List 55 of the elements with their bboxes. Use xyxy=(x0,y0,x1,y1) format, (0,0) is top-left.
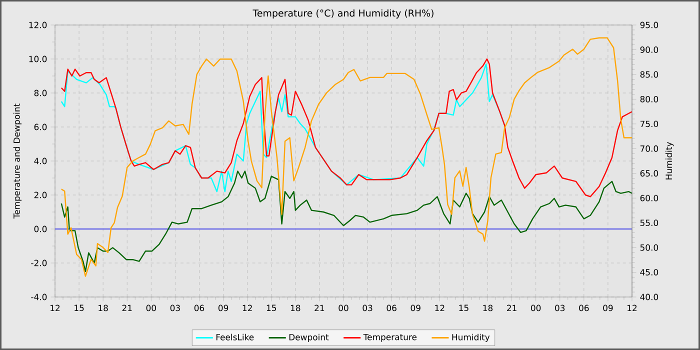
line-series xyxy=(60,170,632,272)
x-tick-label: 15 xyxy=(74,304,84,312)
y2-tick-label: 50.0 xyxy=(640,244,658,251)
x-tick-label: 12 xyxy=(242,304,252,312)
y-tick-label: 2.0 xyxy=(34,192,47,198)
y-tick-label: 6.0 xyxy=(34,124,47,130)
x-tick-label: 03 xyxy=(555,304,565,312)
y2-tick-label: 40.0 xyxy=(640,294,658,300)
y-tick-label: -4.0 xyxy=(31,294,47,300)
x-tick-label: 06 xyxy=(579,304,589,312)
y-tick-label: 4.0 xyxy=(34,158,47,164)
x-tick-label: 00 xyxy=(146,304,156,312)
x-tick-label: 18 xyxy=(98,304,108,312)
legend-label: Dewpoint xyxy=(289,334,329,342)
x-tick-label: 18 xyxy=(483,304,493,312)
y2-tick-label: 60.0 xyxy=(640,194,658,202)
x-tick-label: 12 xyxy=(628,304,637,312)
x-tick-label: 09 xyxy=(603,304,613,312)
x-tick-label: 21 xyxy=(507,304,516,312)
y-axis-title: Temperature and Dewpoint xyxy=(13,104,22,219)
legend-label: Temperature xyxy=(363,334,417,342)
x-tick-label: 21 xyxy=(314,304,324,312)
x-tick-label: 18 xyxy=(290,304,300,312)
y2-axis-title: Humidity xyxy=(665,142,674,180)
y-tick-label: 8.0 xyxy=(34,90,47,96)
x-tick-label: 12 xyxy=(50,304,60,312)
legend-label: Humidity xyxy=(452,334,490,342)
x-tick-label: 09 xyxy=(410,304,420,312)
x-tick-label: 15 xyxy=(266,304,276,312)
y2-tick-label: 75.0 xyxy=(640,120,658,128)
y-tick-label: 10.0 xyxy=(29,56,47,62)
x-tick-label: 03 xyxy=(362,304,372,312)
y-tick-label: 0.0 xyxy=(34,226,47,232)
y2-tick-label: 95.0 xyxy=(640,22,658,28)
x-tick-label: 09 xyxy=(218,304,228,312)
y2-tick-label: 80.0 xyxy=(640,96,658,102)
x-tick-label: 00 xyxy=(531,304,541,312)
y-tick-label: 12.0 xyxy=(29,22,47,28)
y2-tick-label: 45.0 xyxy=(640,269,658,276)
y2-tick-label: 90.0 xyxy=(640,46,658,53)
y-tick-label: -2.0 xyxy=(31,260,47,266)
x-tick-label: 00 xyxy=(338,304,348,312)
x-tick-label: 06 xyxy=(386,304,396,312)
x-tick-label: 21 xyxy=(122,304,132,312)
x-tick-label: 12 xyxy=(435,304,444,312)
x-tick-label: 06 xyxy=(194,304,204,312)
chart-title: Temperature (°C) and Humidity (RH%) xyxy=(252,9,434,18)
legend-label: FeelsLike xyxy=(216,334,254,340)
y2-tick-label: 70.0 xyxy=(640,145,658,152)
line-series xyxy=(60,37,632,277)
x-tick-label: 15 xyxy=(459,304,468,312)
x-tick-label: 03 xyxy=(170,304,180,312)
y2-tick-label: 85.0 xyxy=(640,71,658,78)
y2-tick-label: 65.0 xyxy=(640,170,658,177)
y2-tick-label: 55.0 xyxy=(640,220,658,226)
